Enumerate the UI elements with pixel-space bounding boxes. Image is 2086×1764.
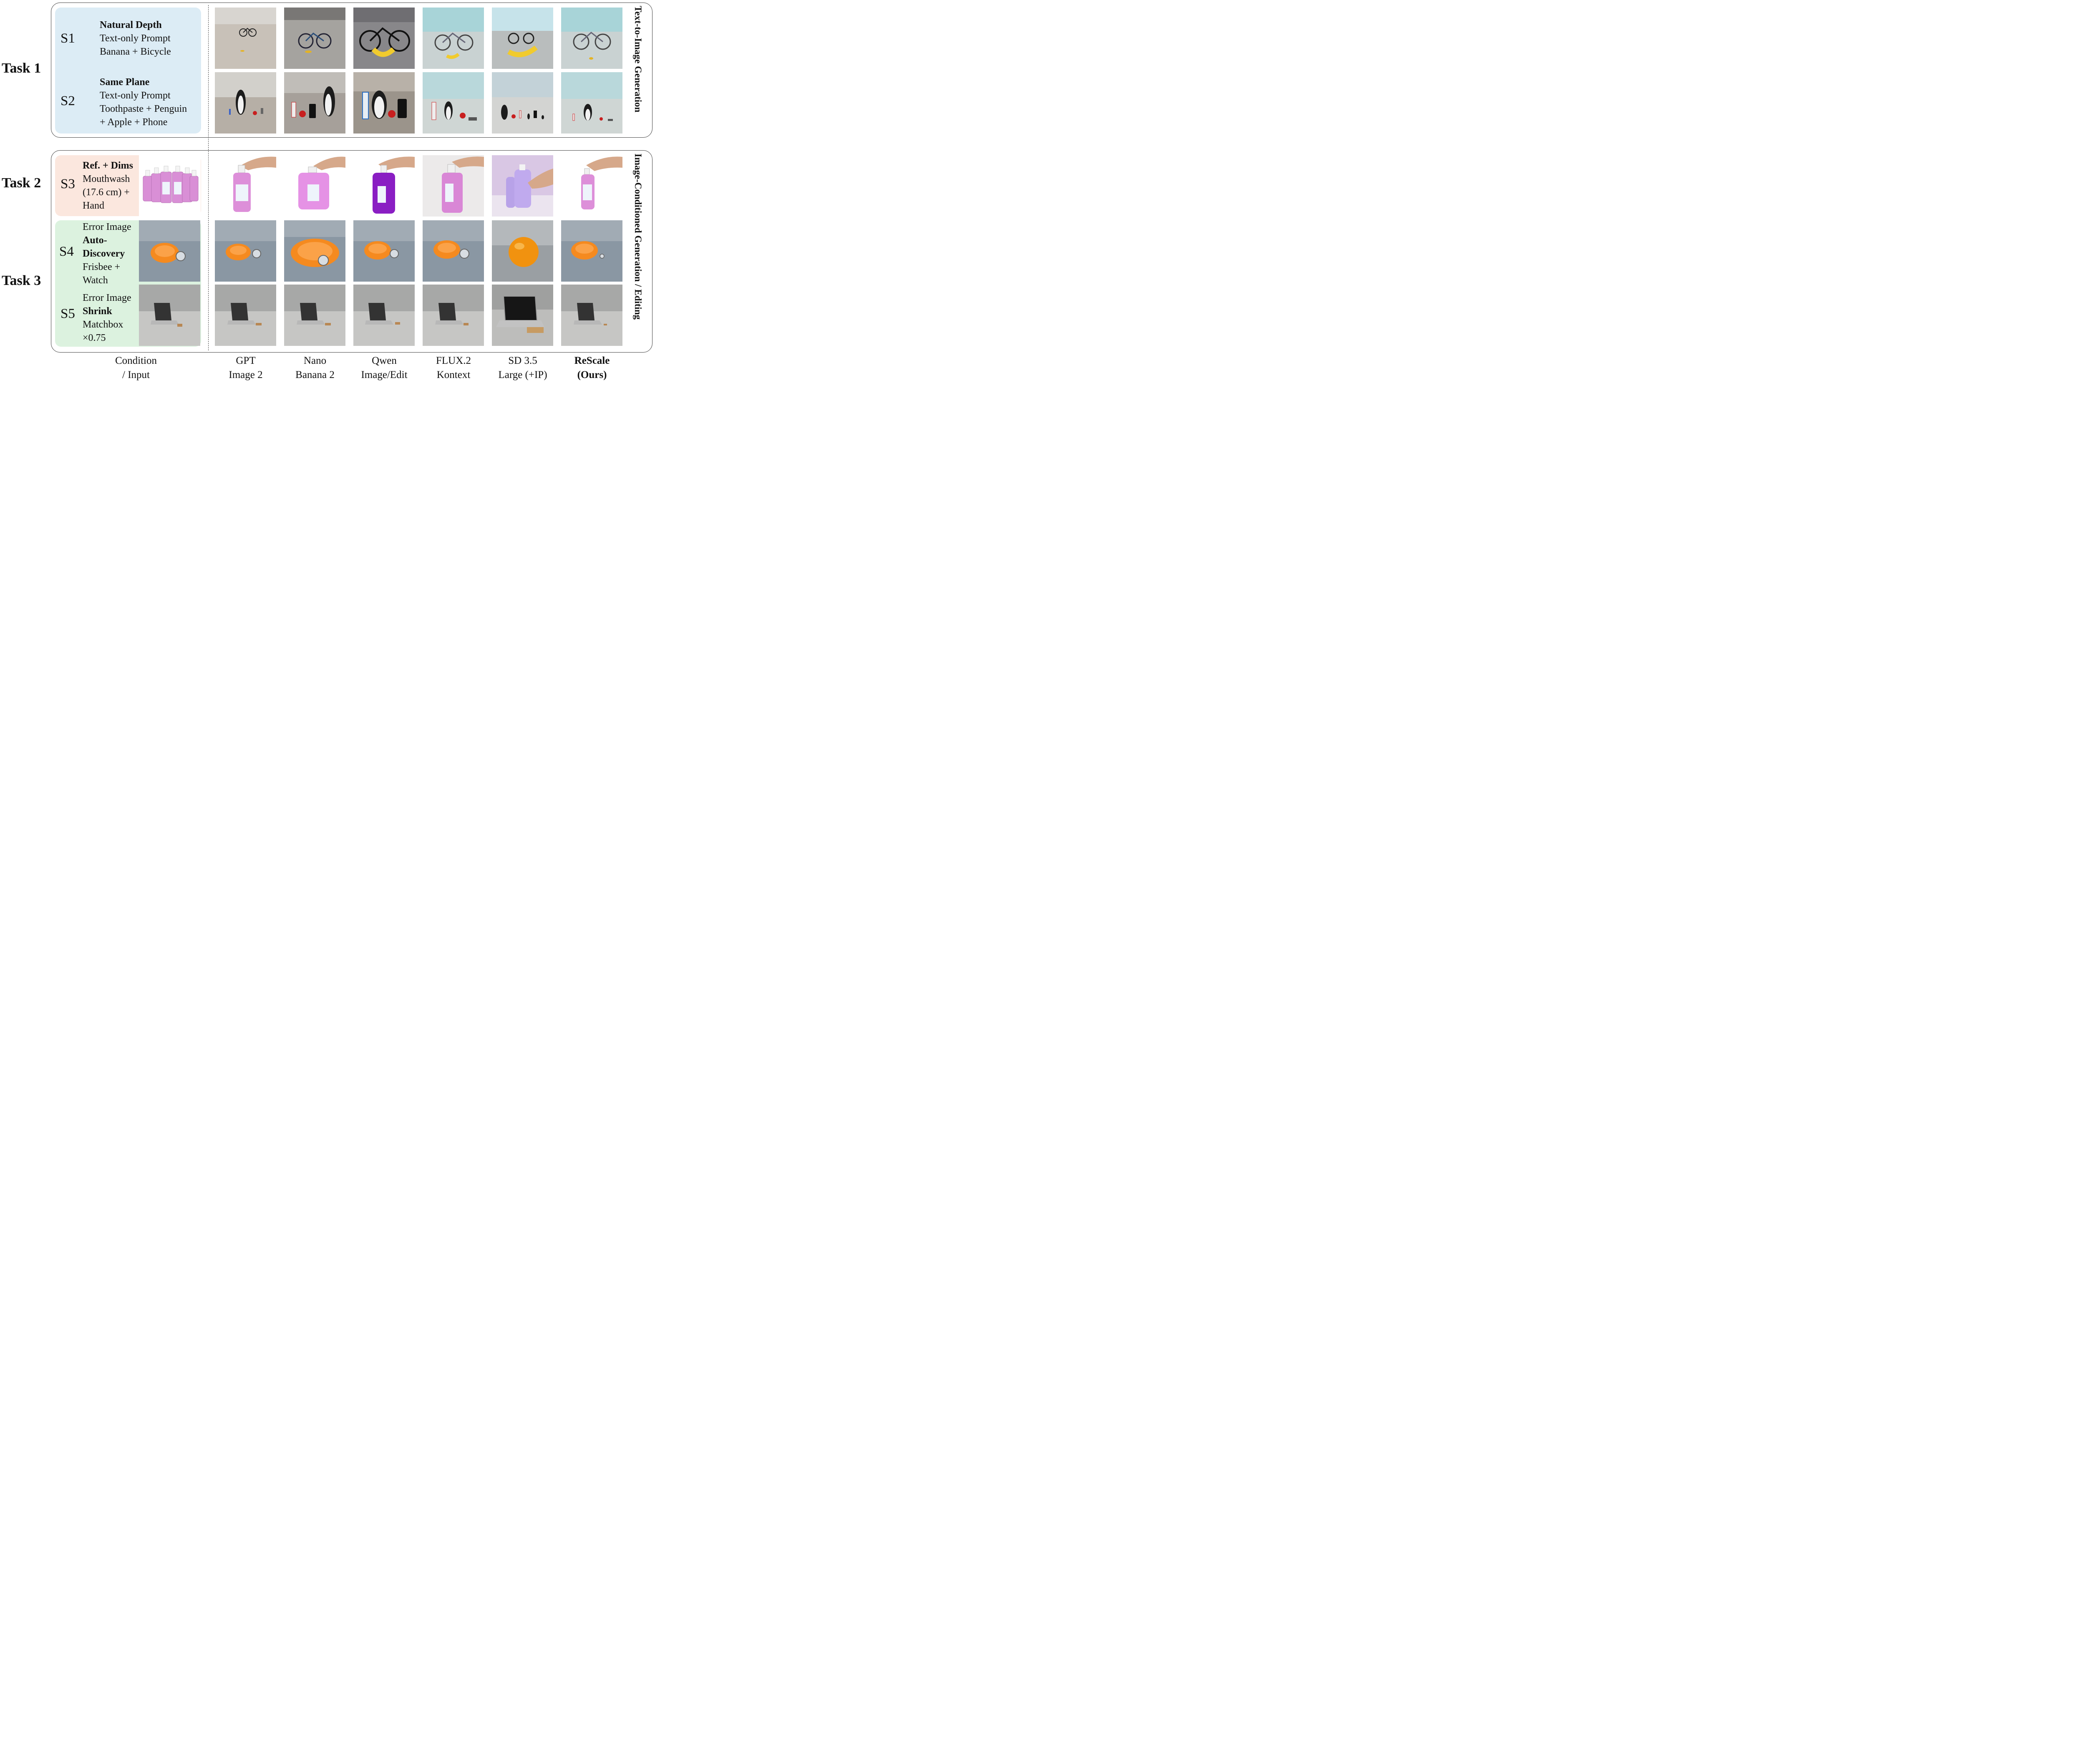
- s3-line-4: Hand: [83, 200, 104, 211]
- s3-line-1: Ref. + Dims: [83, 160, 133, 171]
- s1-line-2: Text-only Prompt: [100, 33, 171, 44]
- t2i-condition-box: [55, 8, 201, 134]
- col-rescale-line2: (Ours): [577, 369, 607, 381]
- s4-input-image: [139, 220, 200, 282]
- scenario-id-s1: S1: [60, 31, 75, 46]
- s3-nano-image: [284, 155, 345, 217]
- scenario-s2-text: Same Plane Text-only Prompt Toothpaste +…: [100, 76, 187, 129]
- s4-nano-image: [284, 220, 345, 282]
- s5-gpt-image: [215, 285, 276, 346]
- s3-rescale-image: [561, 155, 622, 217]
- s3-gpt-image: [215, 155, 276, 217]
- col-label-sd: SD 3.5 Large (+IP): [489, 354, 556, 382]
- s4-rescale-image: [561, 220, 622, 282]
- col-gpt-line2: Image 2: [229, 369, 263, 381]
- col-flux-line2: Kontext: [436, 369, 471, 381]
- s5-qwen-image: [353, 285, 415, 346]
- scenario-s5-text: Error Image Shrink Matchbox ×0.75: [83, 291, 131, 345]
- s1-sd-image: [492, 8, 553, 69]
- col-sd-line2: Large (+IP): [498, 369, 547, 381]
- s2-rescale-image: [561, 72, 622, 134]
- col-label-flux: FLUX.2 Kontext: [420, 354, 487, 382]
- s4-line-5: Watch: [83, 275, 108, 286]
- task-3-label: Task 3: [2, 273, 41, 288]
- s1-qwen-image: [353, 8, 415, 69]
- scenario-s3-text: Ref. + Dims Mouthwash (17.6 cm) + Hand: [83, 159, 133, 212]
- col-nano-line1: Nano: [303, 355, 327, 366]
- col-qwen-line1: Qwen: [372, 355, 397, 366]
- s4-gpt-image: [215, 220, 276, 282]
- s2-line-3: Toothpaste + Penguin: [100, 103, 187, 114]
- col-flux-line1: FLUX.2: [436, 355, 471, 366]
- condition-divider: [208, 5, 209, 350]
- s3-sd-image: [492, 155, 553, 217]
- scenario-s4-text: Error Image Auto- Discovery Frisbee + Wa…: [83, 220, 131, 287]
- s3-flux-image: [423, 155, 484, 217]
- col-gpt-line1: GPT: [236, 355, 256, 366]
- col-label-qwen: Qwen Image/Edit: [351, 354, 418, 382]
- s5-nano-image: [284, 285, 345, 346]
- col-label-condition: Condition / Input: [103, 354, 169, 382]
- s4-line-1: Error Image: [83, 222, 131, 232]
- icg-section-title: Image-Conditioned Generation / Editing: [633, 154, 643, 320]
- scenario-s1-text: Natural Depth Text-only Prompt Banana + …: [100, 18, 171, 58]
- col-rescale-line1: ReScale: [574, 355, 610, 366]
- col-condition-line1: Condition: [115, 355, 157, 366]
- s4-line-2: Auto-: [83, 235, 107, 246]
- scenario-id-s4: S4: [59, 244, 74, 259]
- scenario-id-s3: S3: [60, 176, 75, 192]
- s4-flux-image: [423, 220, 484, 282]
- s2-nano-image: [284, 72, 345, 134]
- col-label-nano: Nano Banana 2: [282, 354, 348, 382]
- s1-nano-image: [284, 8, 345, 69]
- col-condition-line2: / Input: [122, 369, 150, 381]
- s1-line-1: Natural Depth: [100, 20, 162, 30]
- col-sd-line1: SD 3.5: [508, 355, 537, 366]
- s2-qwen-image: [353, 72, 415, 134]
- s1-rescale-image: [561, 8, 622, 69]
- s5-rescale-image: [561, 285, 622, 346]
- s2-line-1: Same Plane: [100, 77, 150, 88]
- s2-line-4: + Apple + Phone: [100, 117, 168, 128]
- s3-qwen-image: [353, 155, 415, 217]
- s3-line-2: Mouthwash: [83, 174, 130, 184]
- s5-line-1: Error Image: [83, 292, 131, 303]
- task-2-label: Task 2: [2, 175, 41, 191]
- s2-line-2: Text-only Prompt: [100, 90, 171, 101]
- s2-flux-image: [423, 72, 484, 134]
- col-qwen-line2: Image/Edit: [361, 369, 408, 381]
- s5-line-3: Matchbox: [83, 319, 123, 330]
- t2i-section-title: Text-to-Image Generation: [633, 6, 643, 113]
- s5-flux-image: [423, 285, 484, 346]
- col-label-gpt: GPT Image 2: [212, 354, 279, 382]
- s1-flux-image: [423, 8, 484, 69]
- s4-line-4: Frisbee +: [83, 262, 121, 272]
- s1-line-3: Banana + Bicycle: [100, 46, 171, 57]
- s5-line-4: ×0.75: [83, 333, 106, 343]
- s2-gpt-image: [215, 72, 276, 134]
- task-1-label: Task 1: [2, 60, 41, 76]
- s4-qwen-image: [353, 220, 415, 282]
- scenario-id-s5: S5: [60, 306, 75, 321]
- s4-line-3: Discovery: [83, 248, 125, 259]
- s5-input-image: [139, 285, 200, 346]
- col-label-rescale: ReScale (Ours): [559, 354, 625, 382]
- s3-input-image: [139, 155, 201, 216]
- scenario-id-s2: S2: [60, 93, 75, 108]
- col-nano-line2: Banana 2: [295, 369, 335, 381]
- s1-gpt-image: [215, 8, 276, 69]
- s5-sd-image: [492, 285, 553, 346]
- s4-sd-image: [492, 220, 553, 282]
- s3-line-3: (17.6 cm) +: [83, 187, 130, 198]
- s2-sd-image: [492, 72, 553, 134]
- s5-line-2: Shrink: [83, 306, 112, 317]
